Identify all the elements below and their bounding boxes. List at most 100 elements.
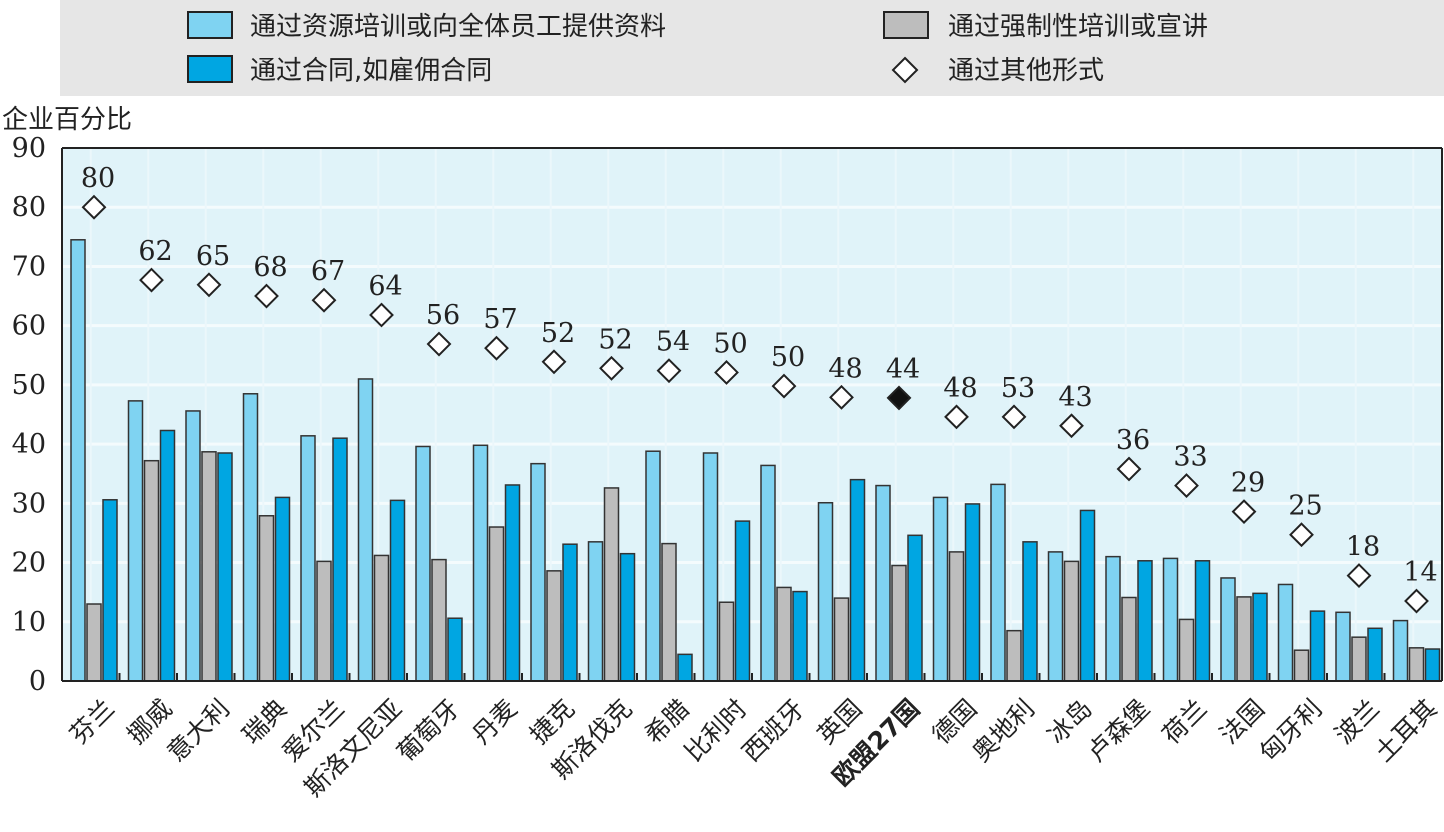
- bar-gray: [1063, 560, 1080, 682]
- bar-gray: [891, 564, 907, 682]
- y-tick-label: 90: [12, 133, 46, 164]
- bar-gray: [373, 554, 390, 682]
- bar-light: [357, 378, 374, 682]
- legend-label-3: 通过其他形式: [948, 56, 1104, 86]
- y-tick-label: 10: [12, 607, 46, 638]
- bar-dark: [964, 503, 981, 682]
- bar-dark: [1367, 627, 1383, 682]
- x-tick-label: 卢森堡: [1081, 694, 1155, 768]
- bar-gray: [1408, 647, 1425, 682]
- x-tick-label: 荷兰: [1157, 694, 1213, 750]
- bar-light: [415, 445, 431, 682]
- y-tick-label: 70: [12, 251, 46, 282]
- bar-dark: [677, 653, 693, 682]
- legend-label-2: 通过合同,如雇佣合同: [250, 56, 492, 86]
- diamond-marker: [196, 272, 222, 298]
- diamond-marker: [1059, 413, 1084, 439]
- data-label: 50: [713, 328, 747, 359]
- x-tick-label: 芬兰: [64, 694, 120, 750]
- bar-dark: [1424, 648, 1441, 682]
- x-tick-label: 丹麦: [467, 694, 523, 750]
- bar-gray: [833, 597, 850, 682]
- legend: 通过资源培训或向全体员工提供资料 通过强制性培训或宣讲 通过合同,如雇佣合同 通…: [187, 11, 1208, 86]
- bar-light: [587, 541, 604, 682]
- diamond-marker: [1346, 563, 1372, 588]
- bar-light: [242, 393, 259, 682]
- y-tick-label: 80: [12, 192, 46, 223]
- diamond-marker: [1001, 404, 1027, 430]
- bar-light: [185, 410, 201, 682]
- bar-light: [1335, 611, 1351, 682]
- data-label: 80: [81, 163, 115, 194]
- bar-gray: [1351, 636, 1367, 682]
- bar-dark: [274, 496, 291, 682]
- diamond-marker: [139, 267, 164, 293]
- data-label: 56: [426, 300, 460, 331]
- diamond-marker: [1174, 473, 1199, 498]
- bar-dark: [1194, 560, 1211, 682]
- diamond-marker: [944, 404, 969, 430]
- diamond-marker: [886, 385, 912, 411]
- legend-swatch-light: [187, 11, 233, 39]
- data-label: 43: [1058, 382, 1092, 413]
- x-tick-label: 西班牙: [736, 694, 810, 768]
- data-label: 14: [1403, 557, 1437, 588]
- bar-dark: [504, 484, 521, 682]
- bar-gray: [948, 551, 965, 682]
- bar-gray: [1121, 596, 1137, 682]
- data-label: 48: [828, 353, 862, 384]
- bar-dark: [1252, 592, 1268, 682]
- bar-light: [817, 501, 834, 682]
- data-label: 62: [138, 236, 172, 267]
- bar-gray: [1236, 596, 1252, 682]
- bar-dark: [907, 534, 923, 682]
- bar-dark: [159, 429, 176, 682]
- data-label: 65: [196, 241, 230, 272]
- bar-gray: [603, 487, 620, 682]
- diamond-marker: [714, 360, 739, 385]
- bar-gray: [1178, 618, 1195, 682]
- bar-light: [1047, 551, 1064, 682]
- diamond-marker: [369, 302, 394, 328]
- diamond-marker: [426, 331, 452, 357]
- bar-dark: [1022, 541, 1038, 682]
- y-tick-label: 40: [12, 429, 46, 460]
- bar-light: [1277, 583, 1294, 682]
- plot-area: [62, 148, 1442, 680]
- diamond-marker: [771, 373, 797, 399]
- data-label: 48: [943, 373, 977, 404]
- data-label: 29: [1231, 468, 1265, 499]
- data-label: 18: [1346, 532, 1380, 563]
- diamond-marker: [541, 349, 567, 375]
- diamond-marker: [1289, 522, 1314, 548]
- bar-dark: [562, 543, 578, 682]
- bar-light: [1220, 577, 1236, 682]
- data-label: 25: [1288, 491, 1322, 522]
- data-label: 64: [368, 271, 402, 302]
- legend-diamond-icon: [891, 56, 919, 84]
- bar-gray: [1293, 649, 1310, 682]
- bar-light: [1162, 557, 1179, 682]
- bar-dark: [1079, 509, 1096, 682]
- y-tick-label: 30: [12, 488, 46, 519]
- bar-gray: [316, 560, 332, 682]
- legend-swatch-dark: [187, 55, 233, 83]
- bar-light: [760, 464, 776, 682]
- data-label: 53: [1001, 373, 1035, 404]
- bar-dark: [1309, 610, 1326, 682]
- bar-light: [1392, 619, 1409, 682]
- bar-gray: [201, 451, 217, 682]
- bar-gray: [661, 542, 677, 682]
- bar-light: [530, 462, 546, 682]
- bar-gray: [431, 558, 447, 682]
- bar-dark: [102, 499, 118, 682]
- x-tick-label: 土耳其: [1369, 694, 1443, 768]
- data-label: 67: [311, 256, 345, 287]
- data-label: 50: [771, 342, 805, 373]
- bar-dark: [849, 478, 866, 682]
- legend-background: [60, 0, 1444, 96]
- bar-gray: [258, 515, 275, 682]
- bar-gray: [143, 459, 160, 682]
- data-label: 68: [253, 252, 287, 283]
